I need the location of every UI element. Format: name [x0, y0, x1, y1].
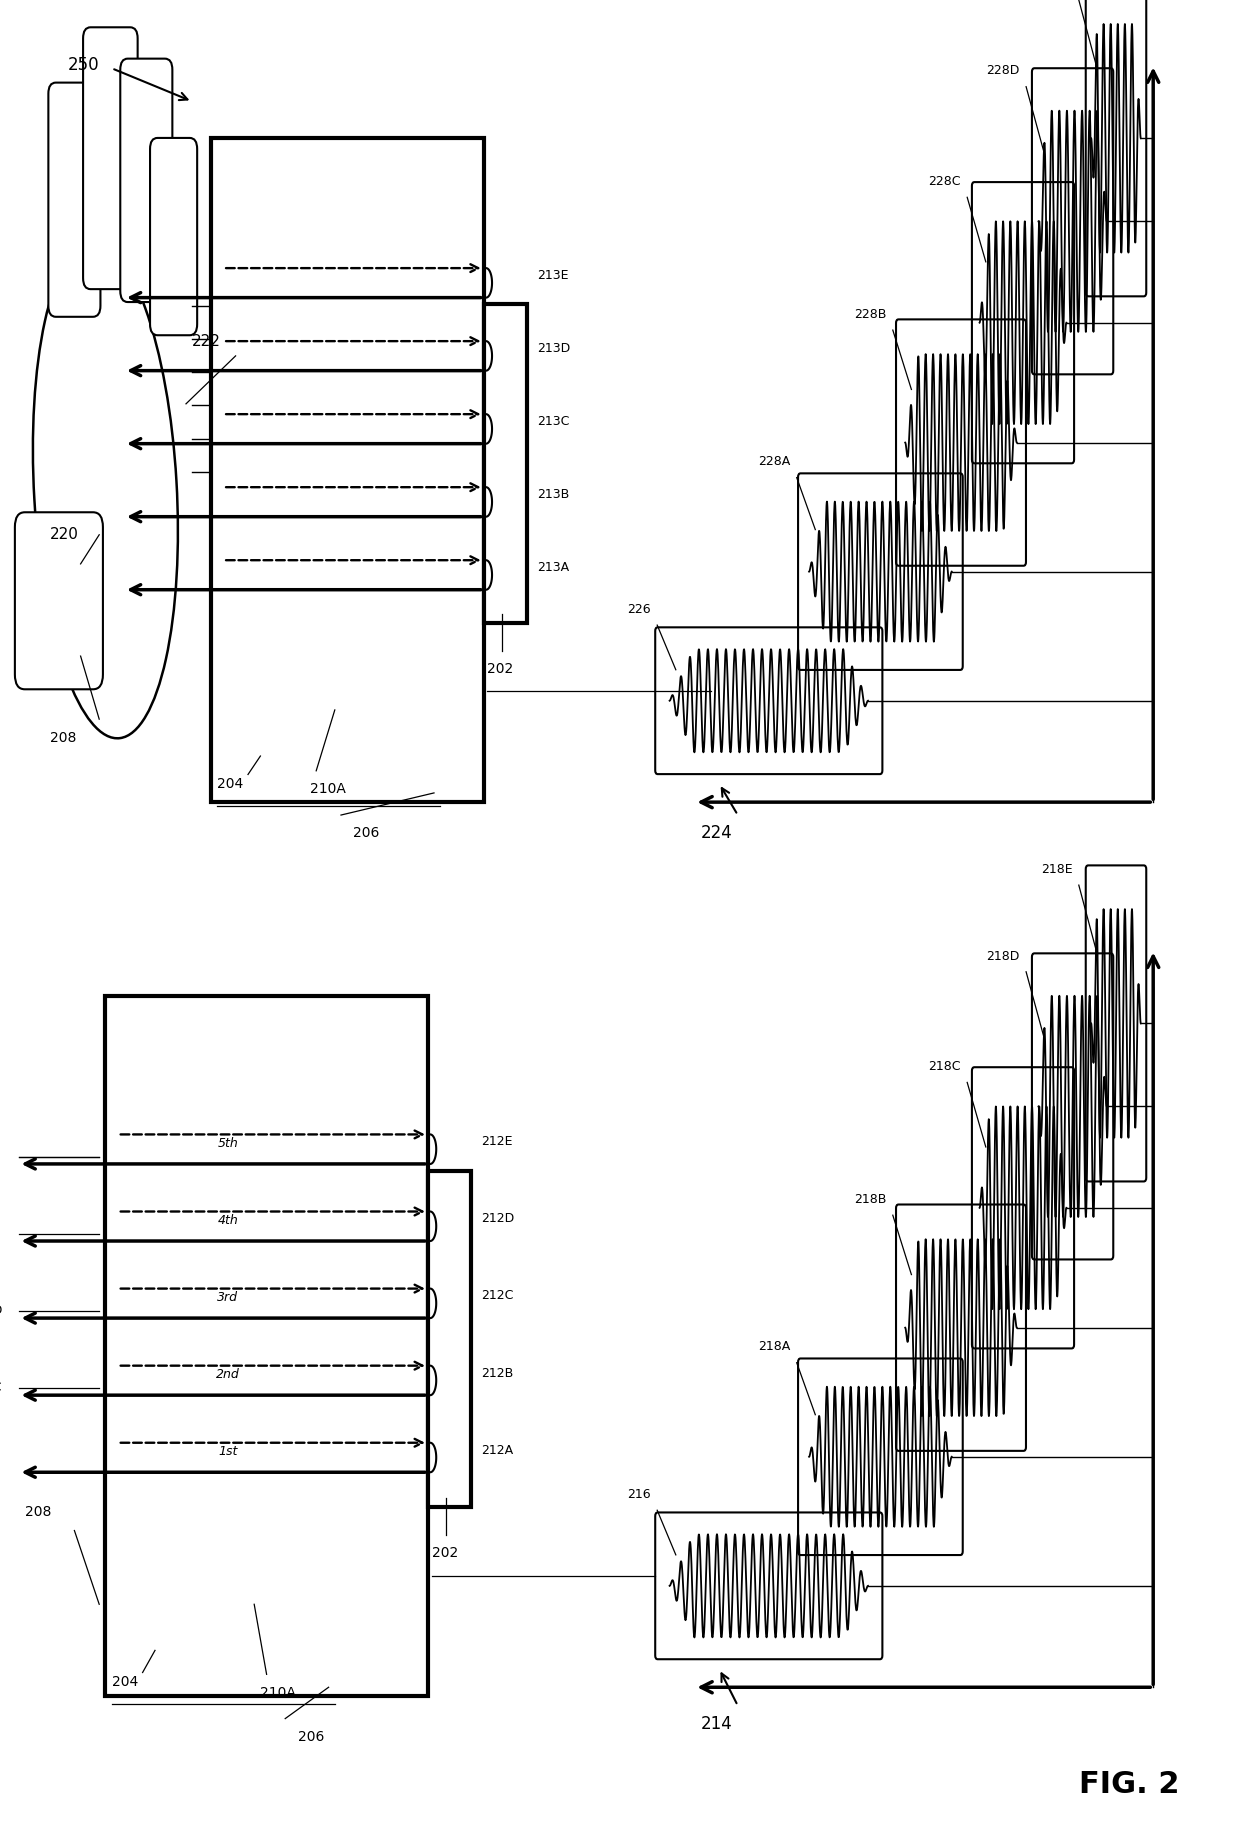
- Text: 212B: 212B: [481, 1366, 513, 1379]
- Text: 218A: 218A: [758, 1341, 791, 1353]
- Text: 228B: 228B: [854, 308, 887, 321]
- Text: 228A: 228A: [758, 455, 791, 468]
- Text: 212E: 212E: [481, 1136, 512, 1149]
- Text: 204: 204: [112, 1674, 138, 1689]
- Text: 213E: 213E: [537, 269, 568, 282]
- Text: 218D: 218D: [987, 950, 1019, 963]
- Bar: [428, 1171, 471, 1507]
- Text: 213C: 213C: [537, 415, 569, 428]
- Text: 1st: 1st: [218, 1446, 238, 1459]
- Text: 226: 226: [627, 603, 651, 616]
- FancyBboxPatch shape: [150, 138, 197, 336]
- Text: 212A: 212A: [481, 1444, 513, 1457]
- Text: 208: 208: [50, 730, 76, 745]
- Text: FIG. 2: FIG. 2: [1079, 1770, 1179, 1800]
- Text: 218B: 218B: [854, 1193, 887, 1206]
- Text: 212C: 212C: [481, 1289, 513, 1302]
- Text: 250: 250: [68, 55, 100, 74]
- Text: 210C: 210C: [0, 1381, 1, 1394]
- Text: 218E: 218E: [1040, 863, 1073, 876]
- Text: 202: 202: [487, 662, 513, 677]
- Text: 213A: 213A: [537, 561, 569, 573]
- Text: 228D: 228D: [987, 65, 1019, 77]
- Text: 212D: 212D: [481, 1212, 515, 1226]
- Bar: [105, 996, 428, 1696]
- Text: 214: 214: [701, 1715, 733, 1733]
- FancyBboxPatch shape: [48, 83, 100, 317]
- Ellipse shape: [33, 242, 177, 738]
- FancyBboxPatch shape: [120, 59, 172, 302]
- Text: 206: 206: [353, 826, 379, 841]
- Text: 3rd: 3rd: [217, 1291, 238, 1304]
- FancyBboxPatch shape: [15, 513, 103, 690]
- Text: 213D: 213D: [537, 341, 570, 356]
- Text: 4th: 4th: [217, 1213, 238, 1228]
- Text: 220: 220: [50, 527, 78, 542]
- Text: 202: 202: [432, 1547, 458, 1560]
- Bar: [211, 138, 484, 802]
- Text: 210A: 210A: [260, 1685, 296, 1700]
- Text: 213B: 213B: [537, 489, 569, 502]
- Text: 2nd: 2nd: [216, 1368, 239, 1381]
- Text: 224: 224: [701, 824, 733, 843]
- Text: 210A: 210A: [310, 782, 346, 797]
- Text: 218C: 218C: [929, 1060, 961, 1073]
- Text: 204: 204: [217, 776, 243, 791]
- Text: 206: 206: [298, 1730, 324, 1744]
- Text: 208: 208: [25, 1505, 51, 1519]
- Text: 228C: 228C: [929, 175, 961, 188]
- Text: 210D: 210D: [0, 1304, 2, 1317]
- FancyBboxPatch shape: [83, 28, 138, 290]
- Text: 5th: 5th: [217, 1138, 238, 1151]
- Text: 222: 222: [192, 334, 221, 349]
- Bar: [484, 304, 527, 623]
- Text: 216: 216: [627, 1488, 651, 1501]
